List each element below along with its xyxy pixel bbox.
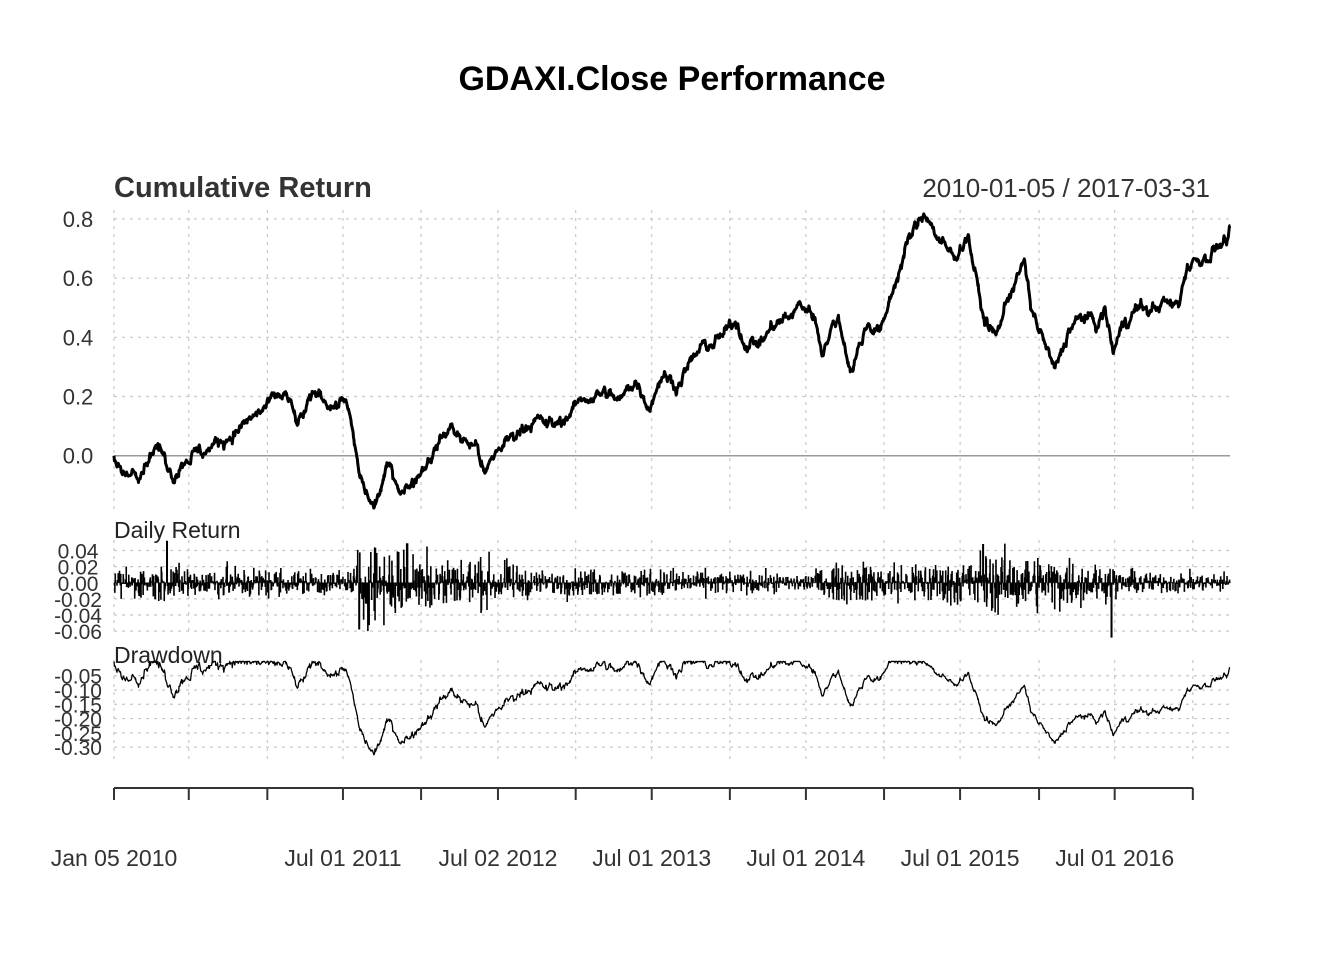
x-tick-label: Jul 01 2013 <box>592 845 711 871</box>
x-tick-label: Jan 05 2010 <box>51 845 178 871</box>
y-tick-label: -0.30 <box>54 737 102 760</box>
y-tick-label: -0.05 <box>54 666 102 689</box>
y-tick-label: -0.04 <box>54 605 102 628</box>
daily-return-title: Daily Return <box>114 517 241 543</box>
y-tick-label: 0.8 <box>63 207 94 232</box>
drawdown-line <box>113 660 1231 756</box>
chart-title: GDAXI.Close Performance <box>458 60 885 98</box>
y-tick-labels: 0.80.60.40.20.00.040.020.00-0.02-0.04-0.… <box>54 207 102 760</box>
y-tick-label: -0.20 <box>54 709 102 732</box>
zero-lines <box>114 454 1230 584</box>
y-tick-label: -0.06 <box>54 621 102 644</box>
y-tick-label: 0.0 <box>63 444 94 469</box>
y-tick-label: 0.4 <box>63 325 94 350</box>
y-tick-label: 0.2 <box>63 385 94 410</box>
daily-return-bar-path <box>113 540 1231 638</box>
x-tick-label: Jul 01 2015 <box>901 845 1020 871</box>
y-tick-label: 0.02 <box>58 557 99 580</box>
y-tick-label: -0.25 <box>54 723 102 746</box>
x-tick-label: Jul 01 2016 <box>1055 845 1174 871</box>
y-tick-label: 0.04 <box>58 540 99 563</box>
y-tick-label: -0.15 <box>54 694 102 717</box>
y-tick-label: 0.00 <box>58 573 99 596</box>
drawdown-title: Drawdown <box>114 642 223 668</box>
gridlines <box>113 210 1230 760</box>
x-tick-label: Jul 01 2011 <box>284 845 401 871</box>
date-range: 2010-01-05 / 2017-03-31 <box>922 173 1210 203</box>
daily-return-bars <box>113 540 1231 638</box>
x-axis: Jan 05 2010 Jul 01 2011 Jul 02 2012 Jul 01 … <box>51 787 1194 871</box>
y-tick-label: -0.02 <box>54 589 102 612</box>
y-tick-label: 0.6 <box>63 266 94 291</box>
cumulative-return-line <box>112 212 1232 510</box>
x-tick-label: Jul 02 2012 <box>438 845 557 871</box>
y-tick-label: -0.10 <box>54 680 102 703</box>
cumulative-return-title: Cumulative Return <box>114 172 372 204</box>
x-tick-label: Jul 01 2014 <box>746 845 865 871</box>
